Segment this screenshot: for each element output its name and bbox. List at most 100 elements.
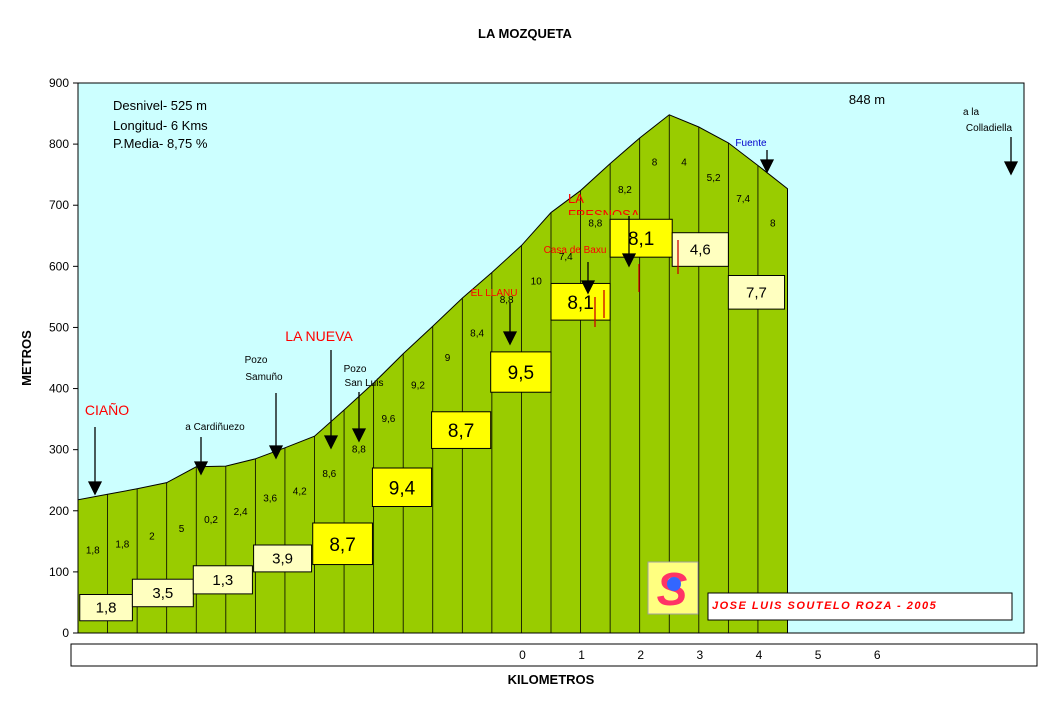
annotation-a-la-colladiella: Colladiella [966,123,1013,134]
km-gradient-label: 7,7 [746,284,767,301]
segment-gradient-label: 5 [179,524,185,535]
km-gradient-boxes: 1,8 3,5 1,3 3,9 8,7 9,4 8,7 9,5 8,1 8,1 4,6 7,7 [79,218,786,622]
segment-gradient-label: 8,6 [322,469,336,480]
x-axis-tick-labels: 0 1 2 3 4 5 6 [519,648,881,662]
annotation-arrows [87,137,1019,496]
annotation-pozo-san-luis: San Luis [345,378,384,389]
logo-center [667,577,681,591]
arrow-pozo-san-luis [351,392,367,443]
segment-gradient-label: 4 [681,158,687,169]
arrow-la-fresnosa [621,216,637,268]
segment-dividers [107,114,759,633]
arrow-fuente [759,150,775,174]
stats-line: Longitud- 6 Kms [113,118,208,133]
annotation-casa-de-baxu: Casa de Baxu [544,245,607,256]
chart-title: LA MOZQUETA [478,26,572,41]
x-tick-label: 4 [756,648,763,662]
km-gradient-box [609,218,673,258]
km-gradient-box [192,565,253,595]
km-gradient-label: 8,1 [628,229,654,250]
x-axis-strip [70,643,1038,667]
segment-gradient-label: 7,4 [736,194,750,205]
annotation-fuente: Fuente [735,138,767,149]
km-gradient-box [253,544,313,573]
segment-gradient-label: 9,6 [381,414,395,425]
y-axis-label: METROS [19,330,34,386]
y-tick-label: 0 [62,626,69,640]
segment-gradient-label: 7,4 [559,252,573,263]
x-tick-label: 5 [815,648,822,662]
segment-gradient-label: 9 [445,353,451,364]
segment-gradient-label: 8,8 [500,295,514,306]
segment-gradient-label: 1,8 [86,546,100,557]
annotation-ciano: CIAÑO [85,402,129,418]
segment-gradient-label: 8,4 [470,329,484,340]
segment-gradient-label: 4,2 [293,486,307,497]
annotation-pozo-samuno: Pozo [245,355,268,366]
km-gradient-label: 8,7 [329,535,355,556]
km-gradient-label: 8,7 [448,421,474,442]
segment-gradient-label: 5,2 [707,173,721,184]
segment-gradient-label: 8,8 [352,445,366,456]
segment-gradient-label: 9,2 [411,381,425,392]
x-axis-label: KILOMETROS [508,672,595,687]
km-gradient-label: 1,8 [96,600,117,617]
km-gradient-box [431,411,492,449]
segment-gradient-label: 8,2 [618,185,632,196]
segment-gradient-labels: 1,8 1,8 2 5 0,2 2,4 3,6 4,2 8,6 8,8 9,6 9,2 9 8,4 8,8 1… [86,158,776,557]
stats-line: Desnivel- 525 m [113,98,207,113]
km-gradient-label: 1,3 [212,572,233,589]
summit-label: 848 m [849,92,885,107]
y-tick-label: 500 [49,320,69,334]
segment-gradient-label: 10 [531,277,543,288]
segment-gradient-label: 2 [149,532,155,543]
signature-text: JOSE LUIS SOUTELO ROZA - 2005 [712,600,937,612]
arrow-cardinuezo [193,437,209,476]
x-tick-label: 3 [696,648,703,662]
km-gradient-label: 4,6 [690,242,711,259]
signature-frame [707,592,1013,621]
km-gradient-label: 3,9 [272,550,293,567]
annotations: CIAÑO a Cardiñuezo Pozo Samuño LA NUEVA … [85,107,1013,433]
segment-gradient-label: 8 [770,219,776,230]
annotation-la-fresnosa-clip: LA FRESNOSA [568,191,640,215]
segment-gradient-label: 8,8 [588,219,602,230]
km-gradient-box [79,594,133,622]
annotation-pozo-samuno: Samuño [245,372,283,383]
annotation-el-llanu: EL LLANU [471,288,518,299]
stats-line: P.Media- 8,75 % [113,136,208,151]
km-gradient-box [490,351,552,393]
annotation-cardinuezo: a Cardiñuezo [185,422,245,433]
arrow-pozo-samuno [268,393,284,460]
y-tick-label: 800 [49,137,69,151]
x-tick-label: 6 [874,648,881,662]
y-tick-label: 200 [49,504,69,518]
km-gradient-box [671,232,729,267]
y-axis: 0 100 200 300 400 500 600 700 800 900 [49,76,78,640]
segment-gradient-label: 3,6 [263,494,277,505]
signature-box: JOSE LUIS SOUTELO ROZA - 2005 [707,592,1013,621]
y-tick-label: 400 [49,382,69,396]
km-gradient-box [550,282,611,321]
segment-gradient-label: 1,8 [115,539,129,550]
arrow-la-nueva [323,350,339,450]
segment-gradient-label: 2,4 [234,507,248,518]
segment-gradient-label: 0,2 [204,515,218,526]
km-gradient-box [131,578,194,608]
km-gradient-box [727,275,786,310]
km-gradient-box [312,522,373,566]
y-tick-label: 600 [49,259,69,273]
annotation-la-nueva: LA NUEVA [285,328,353,344]
annotation-la-fresnosa: LA [568,191,584,206]
arrow-ciano [87,427,103,496]
km-gradient-label: 9,4 [389,478,416,499]
y-tick-label: 100 [49,565,69,579]
arrow-el-llanu [502,303,518,346]
logo: S [647,561,699,615]
y-tick-label: 300 [49,443,69,457]
annotation-a-la-colladiella: a la [963,107,980,118]
segment-gradient-label: 8 [652,158,658,169]
arrow-colladiella [1003,137,1019,176]
